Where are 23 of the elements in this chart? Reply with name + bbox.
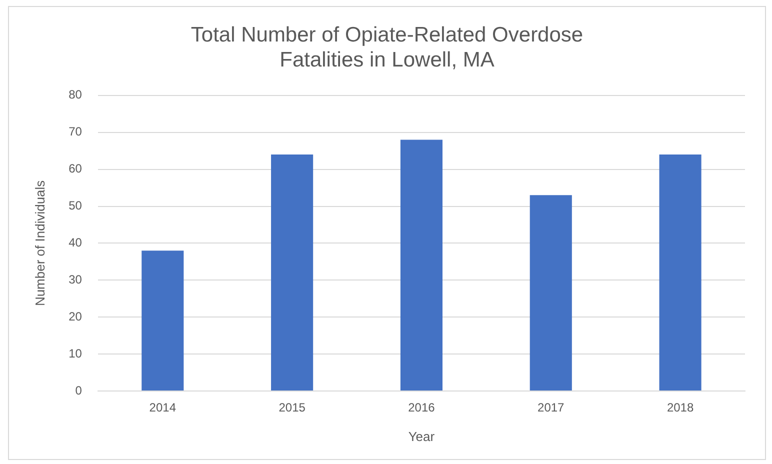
bar — [530, 195, 572, 390]
bar — [659, 154, 702, 390]
y-axis-title: Number of Individuals — [32, 180, 48, 306]
y-tick-label: 20 — [68, 309, 82, 324]
y-tick-label: 0 — [75, 383, 82, 398]
text: Fatalities in Lowell, MA — [280, 48, 494, 72]
y-tick-label: 80 — [68, 88, 82, 102]
text: Total Number of Opiate-Related Overdose — [190, 23, 584, 46]
bar — [271, 154, 314, 390]
y-tick-label: 60 — [68, 162, 82, 176]
y-tick-label: 10 — [68, 346, 82, 360]
x-tick-label: 2015 — [278, 400, 306, 415]
x-tick-label: 2014 — [149, 400, 176, 415]
y-tick-label: 40 — [68, 236, 82, 250]
y-tick-label: 70 — [68, 124, 82, 139]
x-tick-label: 2017 — [538, 400, 565, 415]
x-axis-title: Year — [408, 428, 436, 444]
bar — [400, 140, 443, 390]
x-tick-label: 2018 — [666, 400, 694, 415]
y-tick-label: 30 — [68, 272, 82, 286]
x-tick-label: 2016 — [408, 400, 436, 415]
bar — [142, 250, 184, 390]
y-tick-label: 50 — [68, 198, 82, 213]
